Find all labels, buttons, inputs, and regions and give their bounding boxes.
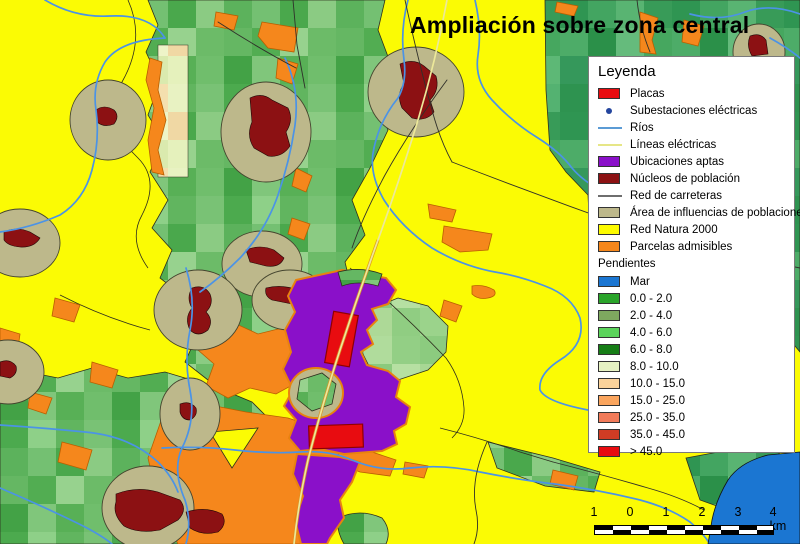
parcelas-swatch [598,241,620,252]
legend-item-placas: Placas [598,85,786,102]
legend-item-parcelas: Parcelas admisibles [598,238,786,255]
legend-item-natura: Red Natura 2000 [598,221,786,238]
scalebar-bar [594,525,774,535]
pendientes-class-10-15: 10.0 - 15.0 [598,375,786,392]
legend-title: Leyenda [598,63,656,80]
pendientes-class-4-6: 4.0 - 6.0 [598,324,786,341]
legend-item-nucleos: Núcleos de población [598,170,786,187]
ubicaciones-swatch [598,156,620,167]
nucleos-swatch [598,173,620,184]
pendientes-class-gt45: > 45.0 [598,443,786,460]
natura-swatch [598,224,620,235]
scalebar-label-0: 1 [590,505,598,519]
scalebar-label-2: 1 [662,505,670,519]
electric-lines [292,0,448,544]
pendientes-class-35-45: 35.0 - 45.0 [598,426,786,443]
substation-dot-icon [606,107,612,114]
scalebar-label-1: 0 [626,505,634,519]
pendientes-header: Pendientes [598,258,656,270]
powerline-line-icon [598,143,622,146]
scalebar-label-4: 3 [734,505,742,519]
map-title: Ampliación sobre zona central [410,12,750,38]
pendientes-class-25-35: 25.0 - 35.0 [598,409,786,426]
legend-item-subestaciones: Subestaciones eléctricas [598,102,786,119]
influencias-swatch [598,207,620,218]
road-line-icon [598,194,622,197]
scalebar: 1 0 1 2 3 4 km [580,503,792,541]
pendientes-class-mar: Mar [598,273,786,290]
legend-item-area-influencias: Área de influencias de poblaciones [598,204,800,221]
legend-item-carreteras: Red de carreteras [598,187,786,204]
pendientes-class-2-4: 2.0 - 4.0 [598,307,786,324]
pendientes-class-8-10: 8.0 - 10.0 [598,358,786,375]
pendientes-class-15-25: 15.0 - 25.0 [598,392,786,409]
pendientes-class-0-2: 0.0 - 2.0 [598,290,786,307]
legend-item-lineas-electricas: Líneas eléctricas [598,136,786,153]
scalebar-label-3: 2 [698,505,706,519]
legend-item-ubicaciones: Ubicaciones aptas [598,153,786,170]
river-line-icon [598,126,622,129]
sea-mar [707,451,800,544]
placa-rect-south [308,423,365,450]
legend-item-rios: Ríos [598,119,786,136]
placas-swatch [598,88,620,99]
legend-panel: Leyenda Placas Subestaciones eléctricas … [588,56,800,458]
pendientes-class-6-8: 6.0 - 8.0 [598,341,786,358]
